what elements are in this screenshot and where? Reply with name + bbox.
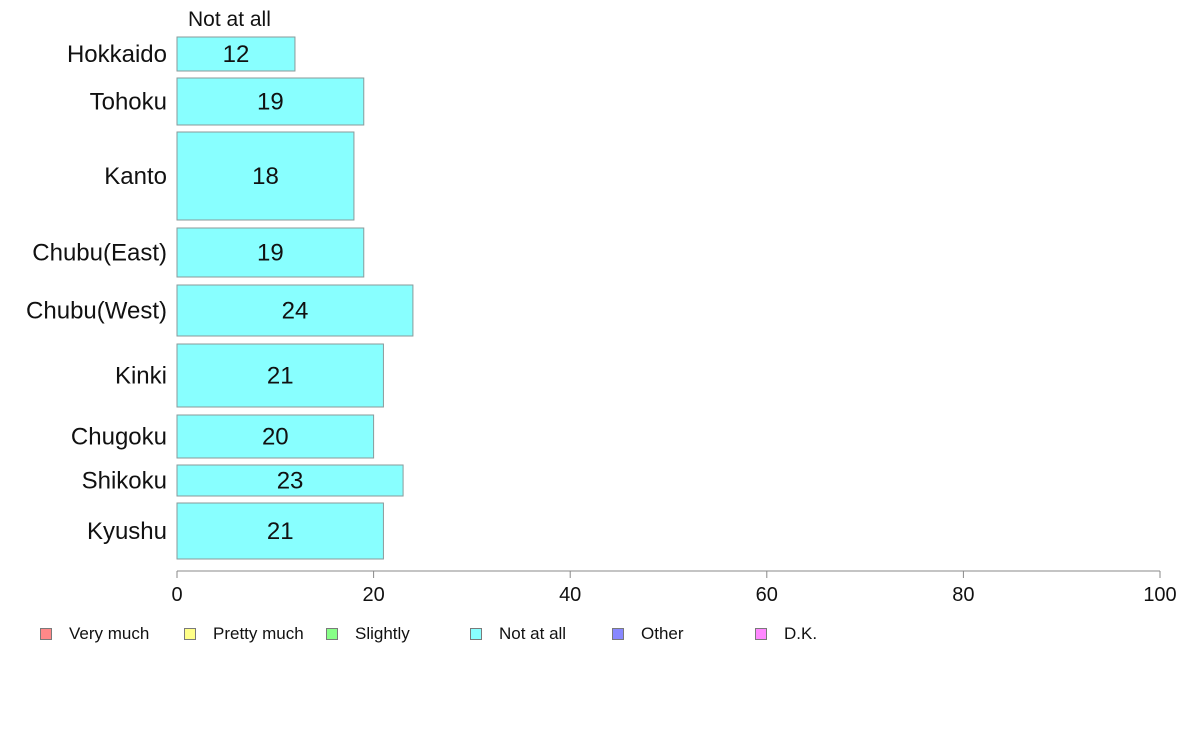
data-label: 21 xyxy=(267,518,294,545)
legend-swatch xyxy=(40,628,52,640)
data-label: 20 xyxy=(262,424,289,451)
legend-item: D.K. xyxy=(755,622,817,646)
bar-kanto xyxy=(176,131,355,221)
legend: Very much Pretty much Slightly Not at all Ot… xyxy=(0,622,1188,646)
x-tick-label: 60 xyxy=(756,584,778,606)
bar-chubu-west xyxy=(176,284,414,337)
legend-label: Not at all xyxy=(499,624,567,643)
legend-swatch xyxy=(612,628,624,640)
data-label: 24 xyxy=(282,298,309,325)
category-label: Kanto xyxy=(104,163,167,190)
data-label: 19 xyxy=(257,89,284,116)
legend-item: Not at all xyxy=(470,622,566,646)
category-label: Hokkaido xyxy=(67,41,167,68)
legend-label: D.K. xyxy=(784,624,818,643)
data-label: 21 xyxy=(267,363,294,390)
legend-swatch xyxy=(184,628,196,640)
x-tick-label: 100 xyxy=(1143,584,1176,606)
category-label: Chubu(West) xyxy=(26,298,167,325)
series-header-label: Not at all xyxy=(188,8,271,31)
data-label: 18 xyxy=(252,163,279,190)
legend-item: Other xyxy=(612,622,684,646)
data-label: 23 xyxy=(277,468,304,495)
category-label: Chugoku xyxy=(71,424,167,451)
legend-swatch xyxy=(470,628,482,640)
category-label: Chubu(East) xyxy=(32,240,167,267)
legend-item: Pretty much xyxy=(184,622,304,646)
x-tick-label: 20 xyxy=(362,584,384,606)
legend-item: Slightly xyxy=(326,622,410,646)
data-label: 19 xyxy=(257,240,284,267)
legend-label: Pretty much xyxy=(213,624,304,643)
bar-chubu-east xyxy=(176,227,365,278)
legend-swatch xyxy=(755,628,767,640)
legend-item: Very much xyxy=(40,622,149,646)
bar-chart: Not at all 12 Hokkaido 19 Tohoku 18 Kanto 19 Ch… xyxy=(26,8,1177,606)
bar-chugoku xyxy=(176,414,375,459)
bar-hokkaido xyxy=(176,36,296,72)
bar-kinki xyxy=(176,343,384,408)
category-label: Shikoku xyxy=(82,468,167,495)
legend-label: Very much xyxy=(69,624,150,643)
bar-kyushu xyxy=(176,502,384,560)
x-tick-label: 0 xyxy=(171,584,182,606)
x-tick-label: 40 xyxy=(559,584,581,606)
category-label: Kinki xyxy=(115,363,167,390)
bar-tohoku xyxy=(176,77,365,126)
bar-shikoku xyxy=(176,464,404,497)
category-label: Kyushu xyxy=(87,518,167,545)
legend-swatch xyxy=(326,628,338,640)
x-tick-label: 80 xyxy=(952,584,974,606)
legend-label: Slightly xyxy=(355,624,410,643)
category-label: Tohoku xyxy=(90,89,167,116)
data-label: 12 xyxy=(223,41,250,68)
legend-label: Other xyxy=(641,624,684,643)
